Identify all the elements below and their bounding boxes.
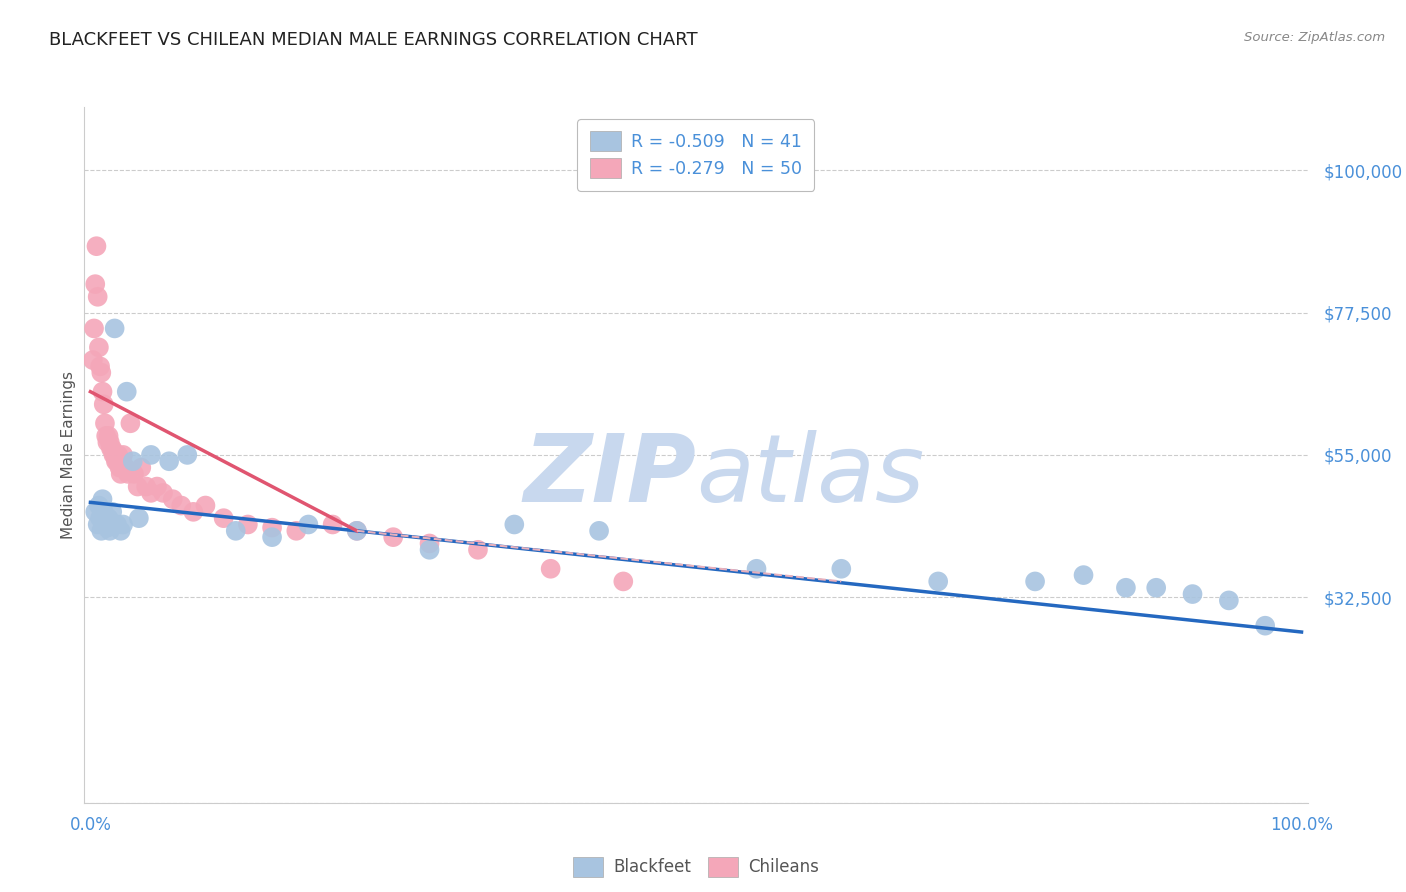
Point (107, 448, 129, 462)
Point (114, 460, 136, 475)
Point (467, 542, 489, 557)
Point (84, 505, 107, 519)
Point (91, 492, 114, 507)
Point (183, 505, 205, 519)
Point (225, 524, 247, 538)
Point (96, 435, 118, 450)
Point (540, 562, 562, 576)
Point (94, 511, 117, 525)
Point (322, 517, 344, 532)
Point (112, 517, 135, 532)
Point (128, 511, 150, 525)
Point (1181, 587, 1204, 601)
Point (90, 366, 112, 380)
Point (104, 321, 127, 335)
Text: ZIP: ZIP (523, 430, 696, 522)
Point (100, 517, 122, 532)
Point (418, 542, 440, 557)
Point (112, 448, 135, 462)
Point (103, 448, 125, 462)
Point (115, 384, 138, 399)
Point (82, 353, 104, 368)
Point (98, 524, 121, 538)
Point (86, 239, 108, 253)
Point (97, 511, 120, 525)
Point (297, 517, 319, 532)
Point (105, 517, 128, 532)
Point (100, 442, 122, 456)
Text: BLACKFEET VS CHILEAN MEDIAN MALE EARNINGS CORRELATION CHART: BLACKFEET VS CHILEAN MEDIAN MALE EARNING… (49, 31, 697, 49)
Point (418, 536, 440, 550)
Point (236, 517, 259, 532)
Point (194, 499, 217, 513)
Point (612, 574, 634, 589)
Point (1024, 574, 1046, 589)
Point (87, 340, 110, 354)
Point (98, 435, 121, 450)
Point (96, 517, 118, 532)
Point (129, 460, 152, 475)
Point (96, 429, 118, 443)
Point (94, 417, 117, 431)
Point (346, 524, 368, 538)
Point (105, 454, 128, 468)
Point (745, 562, 768, 576)
Point (262, 530, 284, 544)
Point (139, 448, 162, 462)
Point (1144, 581, 1167, 595)
Point (122, 467, 145, 481)
Y-axis label: Median Male Earnings: Median Male Earnings (60, 371, 76, 539)
Point (91, 384, 114, 399)
Point (120, 417, 142, 431)
Point (1254, 618, 1277, 632)
Point (176, 448, 198, 462)
Point (135, 479, 157, 493)
Point (87, 499, 110, 513)
Point (588, 524, 610, 538)
Point (89, 359, 111, 374)
Point (117, 467, 139, 481)
Point (84, 277, 107, 292)
Point (90, 524, 112, 538)
Point (86, 517, 108, 532)
Point (503, 517, 526, 532)
Point (212, 511, 235, 525)
Point (97, 429, 120, 443)
Point (285, 524, 308, 538)
Point (146, 479, 169, 493)
Point (127, 479, 149, 493)
Point (96, 521, 118, 535)
Point (1073, 568, 1095, 582)
Point (1115, 581, 1137, 595)
Point (89, 511, 111, 525)
Point (93, 397, 115, 411)
Point (121, 454, 143, 468)
Point (104, 448, 127, 462)
Point (104, 454, 127, 468)
Point (101, 505, 124, 519)
Text: atlas: atlas (696, 430, 924, 521)
Point (152, 486, 174, 500)
Point (382, 530, 405, 544)
Point (108, 460, 131, 475)
Point (110, 524, 132, 538)
Legend: Blackfeet, Chileans: Blackfeet, Chileans (565, 849, 827, 885)
Point (139, 486, 162, 500)
Point (262, 521, 284, 535)
Point (162, 492, 184, 507)
Point (110, 467, 132, 481)
Point (830, 562, 852, 576)
Point (86, 290, 108, 304)
Point (927, 574, 949, 589)
Point (1218, 593, 1240, 607)
Point (101, 442, 124, 456)
Point (157, 454, 180, 468)
Point (346, 524, 368, 538)
Point (170, 499, 193, 513)
Text: Source: ZipAtlas.com: Source: ZipAtlas.com (1244, 31, 1385, 45)
Point (83, 321, 105, 335)
Point (93, 505, 115, 519)
